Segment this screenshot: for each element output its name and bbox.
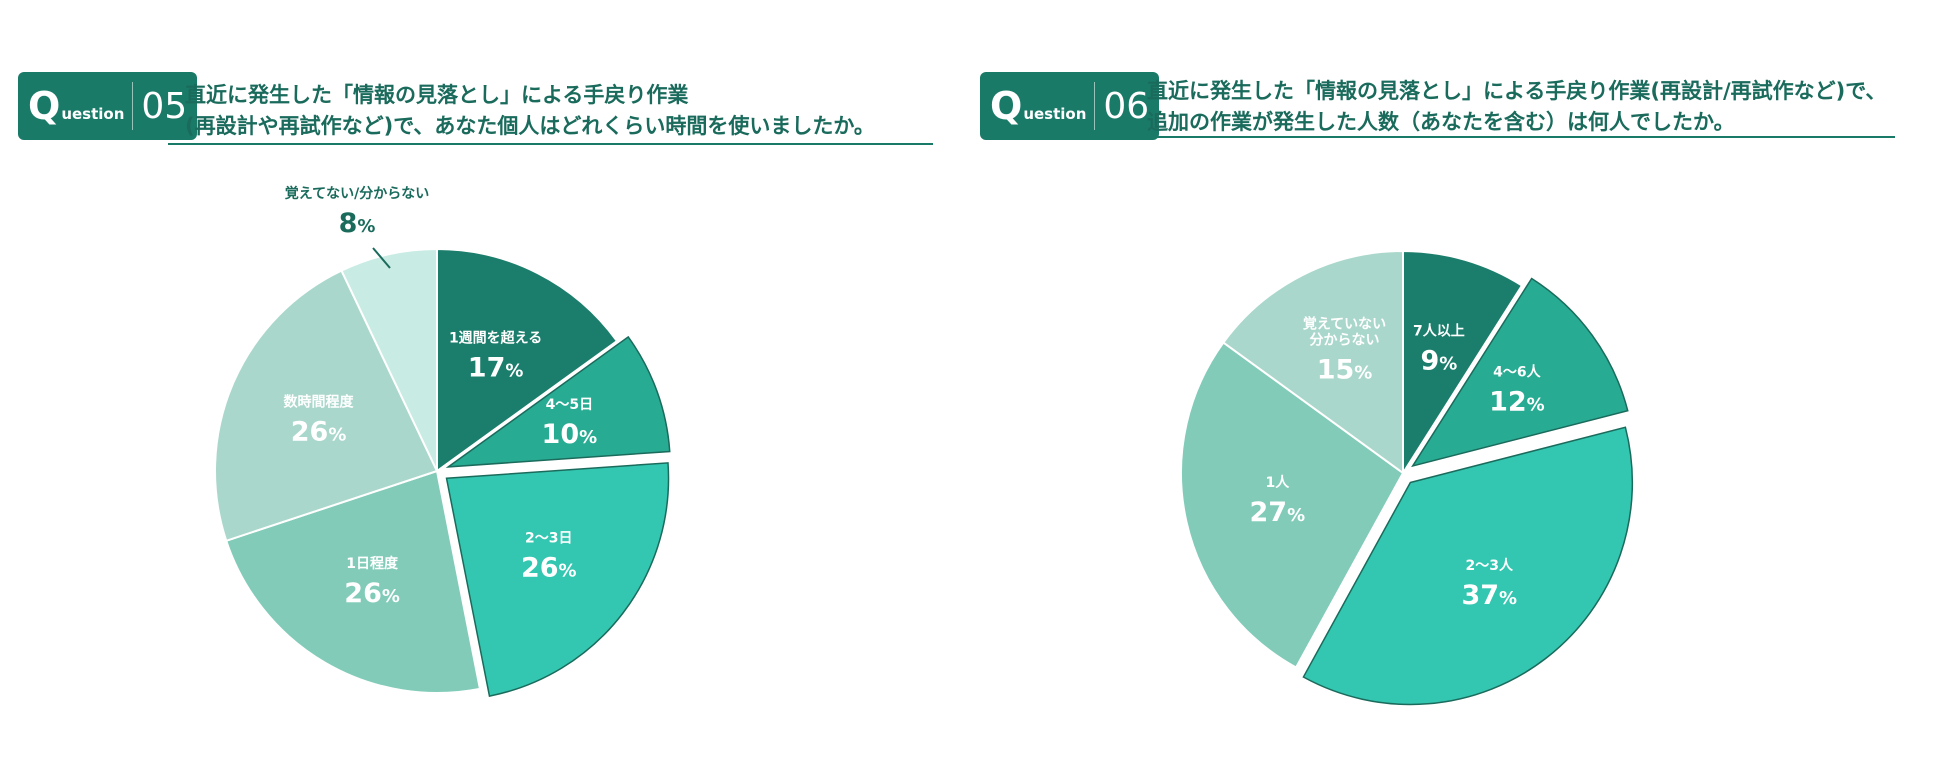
question-line-2: (再設計や再試作など)で、あなた個人はどれくらい時間を使いましたか。: [185, 114, 875, 138]
pie-slice: [1402, 249, 1524, 477]
slice-value: 8%: [339, 208, 376, 239]
pie-slice: [1302, 426, 1634, 706]
badge-q-letter: Q: [28, 84, 61, 128]
slice-label: 1日程度: [346, 555, 399, 572]
badge-question-word: uestion: [1023, 105, 1087, 123]
slice-value: 27%: [1250, 497, 1306, 528]
question-line-1: 直近に発生した「情報の見落とし」による手戻り作業(再設計/再試作など)で、: [1147, 79, 1887, 103]
leader-line: [372, 247, 391, 269]
badge-separator: [132, 82, 134, 130]
question-05-panel: Q uestion 05 直近に発生した「情報の見落とし」による手戻り作業 (再…: [18, 72, 933, 697]
slice-label: 覚えてない/分からない: [285, 185, 429, 202]
slice-label: 4〜6人: [1493, 363, 1541, 380]
pie-chart-time-spent: 1週間を超える17%4〜5日10%2〜3日26%1日程度26%数時間程度26%覚…: [214, 185, 671, 697]
pie-slice: [445, 335, 671, 468]
slice-label: 覚えていない: [1303, 315, 1386, 332]
question-text: 直近に発生した「情報の見落とし」による手戻り作業 (再設計や再試作など)で、あな…: [185, 80, 875, 142]
pie-slice: [224, 469, 482, 694]
question-underline: [1130, 136, 1895, 138]
badge-question-word: uestion: [61, 105, 125, 123]
question-badge: Q uestion 06: [980, 72, 1160, 140]
badge-separator: [1094, 82, 1096, 130]
slice-label: 数時間程度: [284, 393, 355, 410]
pie-slice: [214, 269, 439, 543]
slice-label: 1週間を超える: [449, 329, 542, 346]
pie-slice: [436, 247, 619, 473]
slice-label: 4〜5日: [546, 397, 593, 413]
slice-label: 2〜3人: [1466, 557, 1514, 574]
slice-label: 1人: [1265, 474, 1290, 491]
question-06-panel: Q uestion 06 直近に発生した「情報の見落とし」による手戻り作業(再設…: [975, 0, 1950, 763]
question-underline: [168, 143, 933, 145]
pie-slice: [1222, 249, 1404, 475]
question-text: 直近に発生した「情報の見落とし」による手戻り作業(再設計/再試作など)で、 追加…: [1147, 76, 1886, 138]
pie-slice-group: 4〜6人 12%: [1411, 277, 1629, 468]
pie-slice-group: 覚えてない/分からない 8%: [285, 185, 438, 472]
slice-label: 分からない: [1310, 332, 1380, 348]
question-badge: Q uestion 05: [18, 72, 198, 140]
pie-slice: [1180, 341, 1405, 669]
question-line-2: 追加の作業が発生した人数（あなたを含む）は何人でしたか。: [1147, 110, 1735, 134]
slice-label: 2〜3日: [525, 531, 572, 547]
slice-label: 7人以上: [1413, 322, 1465, 339]
slice-value: 12%: [1489, 386, 1545, 417]
badge-q-letter: Q: [990, 84, 1023, 128]
question-line-1: 直近に発生した「情報の見落とし」による手戻り作業: [185, 83, 689, 107]
pie-slice: [340, 247, 438, 472]
question-number: 05: [141, 85, 188, 127]
pie-slice: [1411, 277, 1629, 468]
pie-slice: [445, 462, 670, 697]
question-number: 06: [1103, 85, 1150, 127]
